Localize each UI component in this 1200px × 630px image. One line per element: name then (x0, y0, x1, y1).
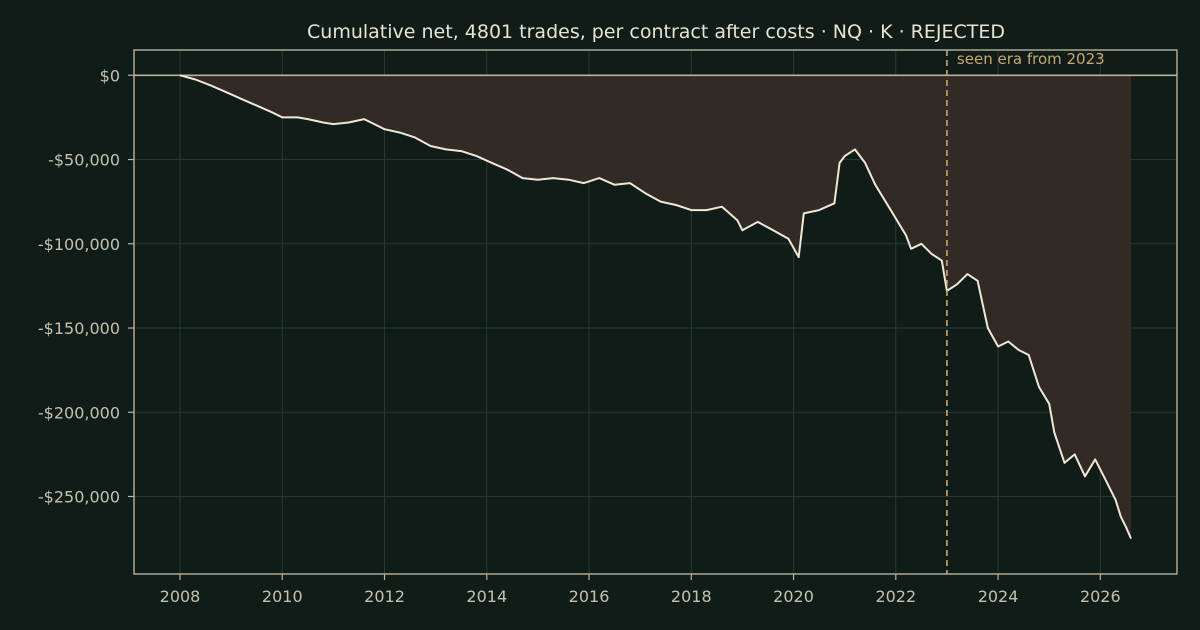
annotation-label: seen era from 2023 (957, 50, 1105, 68)
x-tick-label: 2014 (466, 587, 507, 606)
plot-frame (133, 49, 1178, 575)
y-tick-label: -$100,000 (38, 235, 120, 254)
chart-title: Cumulative net, 4801 trades, per contrac… (307, 21, 1005, 43)
x-tick-label: 2022 (875, 587, 916, 606)
y-tick-label: -$200,000 (38, 403, 120, 422)
drawdown-area (180, 75, 1131, 539)
x-tick-label: 2012 (364, 587, 405, 606)
y-tick-label: -$150,000 (38, 319, 120, 338)
y-tick-label: $0 (100, 66, 120, 85)
x-tick-label: 2008 (160, 587, 201, 606)
y-tick-label: -$250,000 (38, 487, 120, 506)
x-axis: 2008 2010 2012 2014 2016 2018 2020 2022 2024 2026 (160, 574, 1121, 606)
x-tick-label: 2010 (262, 587, 303, 606)
x-tick-label: 2018 (671, 587, 712, 606)
x-tick-label: 2024 (978, 587, 1019, 606)
series-line (179, 74, 1132, 539)
y-tick-label: -$50,000 (48, 151, 120, 170)
y-axis: $0 -$50,000 -$100,000 -$150,000 -$200,000 -$2… (38, 66, 134, 506)
x-tick-label: 2026 (1080, 587, 1121, 606)
x-tick-label: 2020 (773, 587, 814, 606)
x-tick-label: 2016 (569, 587, 610, 606)
